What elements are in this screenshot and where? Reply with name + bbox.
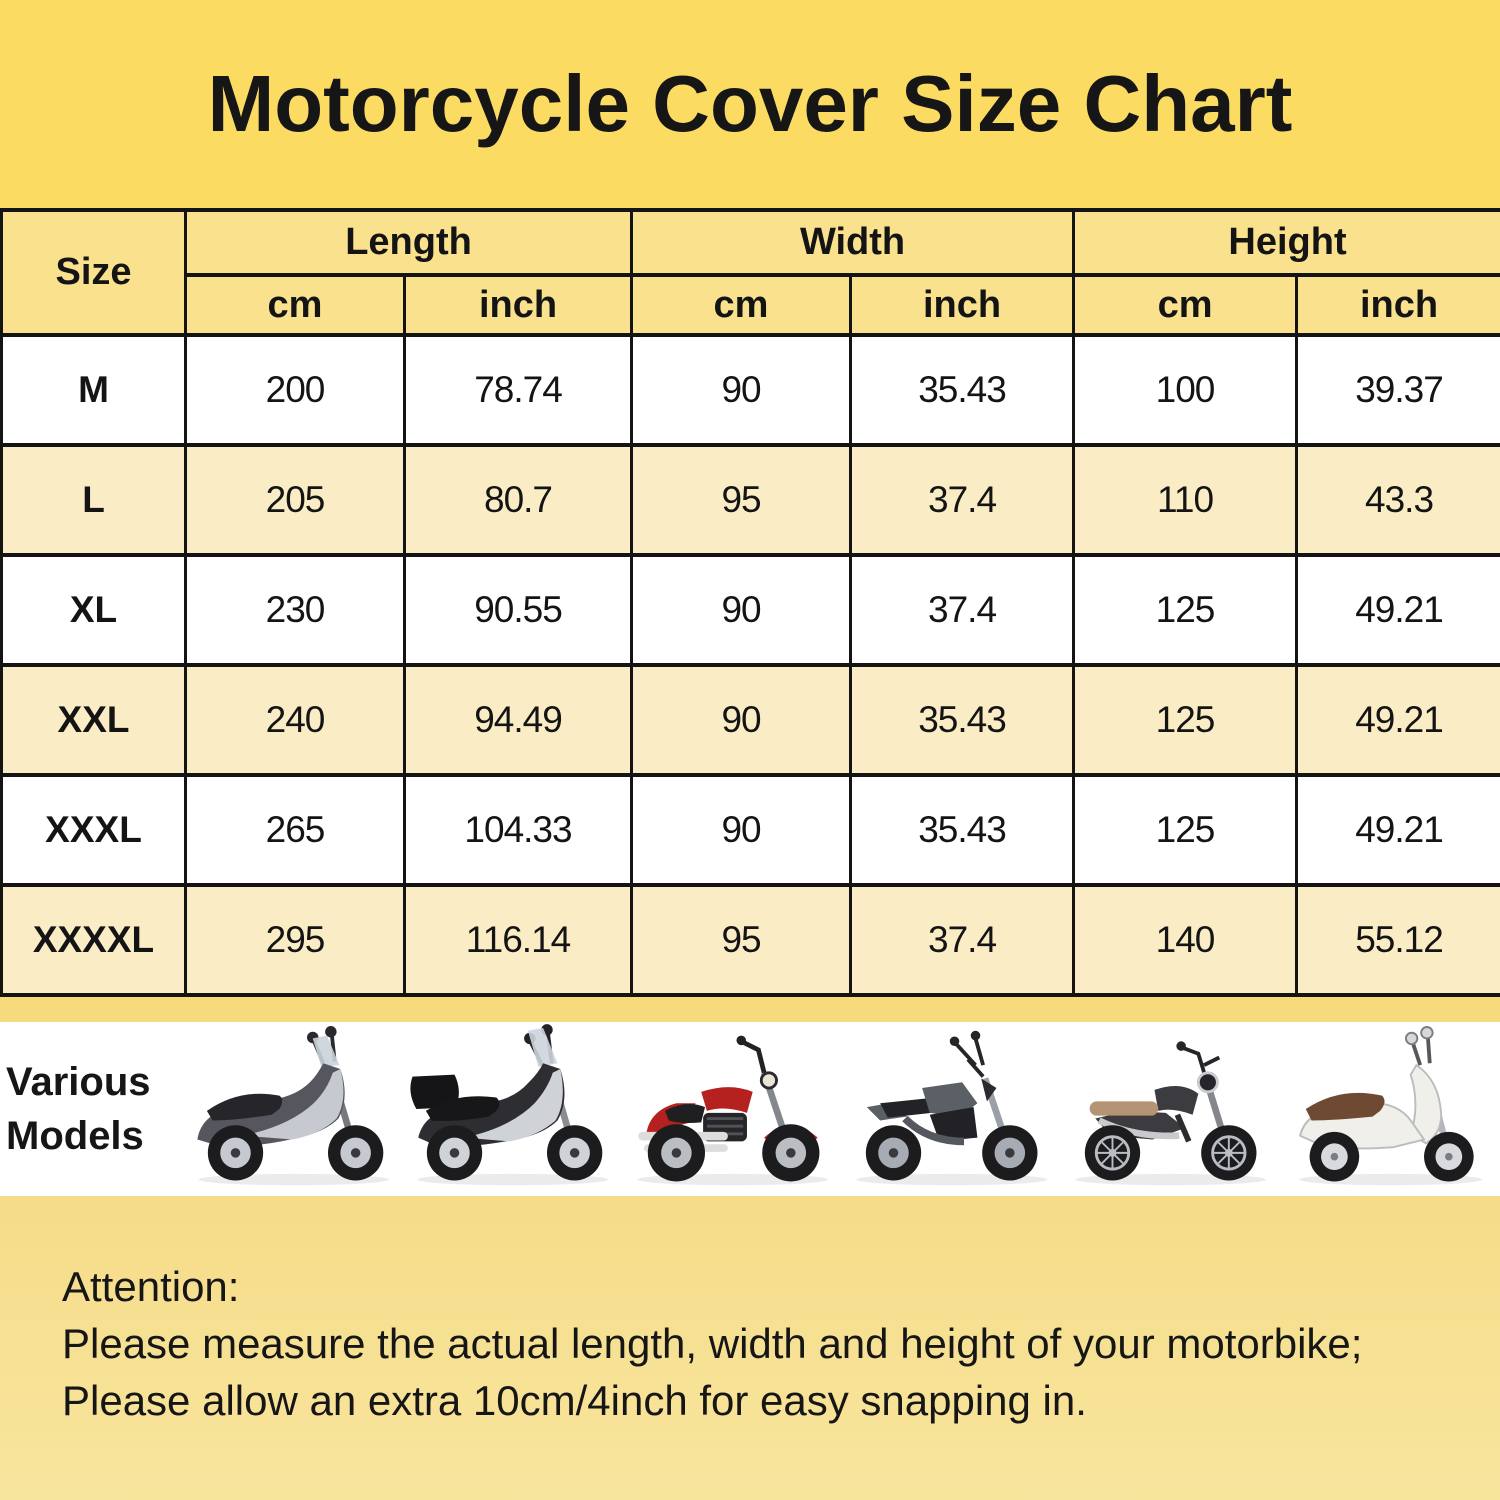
table-row-xl: XL 230 90.55 90 37.4 125 49.21 xyxy=(0,553,1500,667)
width-inch-value: 37.4 xyxy=(849,443,1076,557)
height-inch-value: 55.12 xyxy=(1295,883,1500,997)
unit-header-length-cm: cm xyxy=(184,273,406,337)
cruiser-illustration xyxy=(636,1035,828,1186)
height-inch-value: 49.21 xyxy=(1295,773,1500,887)
motorcycle-image-scrambler xyxy=(1061,1022,1280,1196)
column-header-size: Size xyxy=(0,208,187,337)
table-row-xxxxl: XXXXL 295 116.14 95 37.4 140 55.12 xyxy=(0,883,1500,997)
length-cm-value: 240 xyxy=(184,663,406,777)
table-row-xxl: XXL 240 94.49 90 35.43 125 49.21 xyxy=(0,663,1500,777)
length-cm-value: 205 xyxy=(184,443,406,557)
width-cm-value: 90 xyxy=(630,553,853,667)
height-cm-value: 100 xyxy=(1072,333,1299,447)
width-cm-value: 90 xyxy=(630,773,853,887)
length-cm-value: 230 xyxy=(184,553,406,667)
width-cm-value: 95 xyxy=(630,883,853,997)
height-cm-value: 125 xyxy=(1072,663,1299,777)
height-inch-value: 43.3 xyxy=(1295,443,1500,557)
motorcycle-image-adv-scooter-topbox xyxy=(403,1022,622,1196)
size-value: L xyxy=(0,443,187,557)
width-cm-value: 95 xyxy=(630,443,853,557)
column-header-length: Length xyxy=(183,208,634,277)
height-cm-value: 110 xyxy=(1072,443,1299,557)
unit-header-height-inch: inch xyxy=(1295,273,1500,337)
length-inch-value: 94.49 xyxy=(402,663,634,777)
length-inch-value: 80.7 xyxy=(402,443,634,557)
length-cm-value: 200 xyxy=(184,333,406,447)
height-inch-value: 49.21 xyxy=(1295,663,1500,777)
length-cm-value: 295 xyxy=(184,883,406,997)
attention-line2: Please allow an extra 10cm/4inch for eas… xyxy=(62,1377,1087,1424)
column-header-width: Width xyxy=(630,208,1076,277)
size-value: M xyxy=(0,333,187,447)
unit-header-length-inch: inch xyxy=(402,273,634,337)
height-cm-value: 125 xyxy=(1072,773,1299,887)
width-cm-value: 90 xyxy=(630,663,853,777)
various-models-row: Various Models xyxy=(0,1022,1500,1196)
motorcycle-image-maxi-scooter xyxy=(184,1022,403,1196)
size-table: Size Length Width Height cm inch cm inch… xyxy=(0,208,1500,997)
various-models-label: Various Models xyxy=(6,1060,151,1158)
attention-note: Attention: Please measure the actual len… xyxy=(62,1258,1482,1429)
scrambler-illustration xyxy=(1075,1041,1267,1186)
page-title: Motorcycle Cover Size Chart xyxy=(207,59,1293,148)
width-inch-value: 35.43 xyxy=(849,663,1076,777)
height-inch-value: 39.37 xyxy=(1295,333,1500,447)
attention-heading: Attention: xyxy=(62,1263,240,1310)
width-cm-value: 90 xyxy=(630,333,853,447)
motorcycle-image-naked-sportbike xyxy=(842,1022,1061,1196)
unit-header-width-cm: cm xyxy=(630,273,853,337)
title-band: Motorcycle Cover Size Chart xyxy=(0,0,1500,208)
naked-sportbike-illustration xyxy=(856,1030,1048,1186)
length-inch-value: 104.33 xyxy=(402,773,634,887)
motorcycle-image-retro-scooter xyxy=(1281,1022,1500,1196)
retro-scooter-illustration xyxy=(1298,1026,1482,1186)
width-inch-value: 35.43 xyxy=(849,333,1076,447)
unit-header-height-cm: cm xyxy=(1072,273,1299,337)
width-inch-value: 35.43 xyxy=(849,773,1076,887)
maxi-scooter-illustration xyxy=(197,1026,390,1186)
width-inch-value: 37.4 xyxy=(849,883,1076,997)
height-cm-value: 140 xyxy=(1072,883,1299,997)
table-row-xxxl: XXXL 265 104.33 90 35.43 125 49.21 xyxy=(0,773,1500,887)
table-row-l: L 205 80.7 95 37.4 110 43.3 xyxy=(0,443,1500,557)
motorcycle-image-red-cruiser xyxy=(623,1022,842,1196)
length-cm-value: 265 xyxy=(184,773,406,887)
length-inch-value: 116.14 xyxy=(402,883,634,997)
size-value: XL xyxy=(0,553,187,667)
height-inch-value: 49.21 xyxy=(1295,553,1500,667)
attention-line1: Please measure the actual length, width … xyxy=(62,1320,1363,1367)
table-row-m: M 200 78.74 90 35.43 100 39.37 xyxy=(0,333,1500,447)
length-inch-value: 78.74 xyxy=(402,333,634,447)
column-header-height: Height xyxy=(1072,208,1500,277)
width-inch-value: 37.4 xyxy=(849,553,1076,667)
height-cm-value: 125 xyxy=(1072,553,1299,667)
length-inch-value: 90.55 xyxy=(402,553,634,667)
size-value: XXXL xyxy=(0,773,187,887)
unit-header-width-inch: inch xyxy=(849,273,1076,337)
adv-scooter-illustration xyxy=(410,1024,609,1186)
size-value: XXL xyxy=(0,663,187,777)
size-value: XXXXL xyxy=(0,883,187,997)
